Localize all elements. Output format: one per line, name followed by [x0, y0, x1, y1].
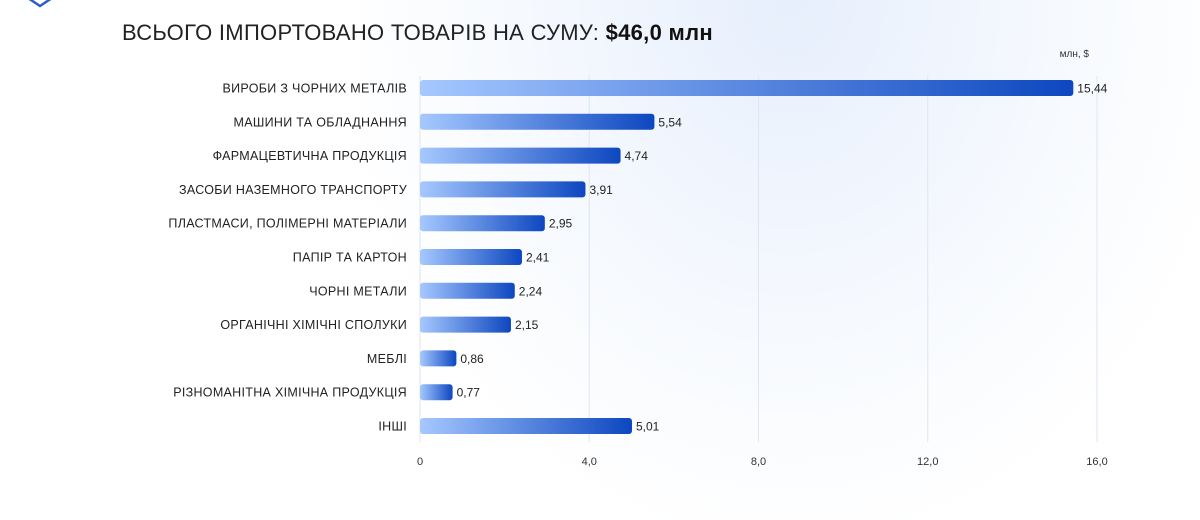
- value-label: 2,24: [519, 284, 543, 298]
- value-label: 4,74: [625, 149, 649, 163]
- category-label: ІНШІ: [378, 420, 407, 434]
- x-tick-label: 8,0: [751, 456, 766, 468]
- value-label: 0,86: [460, 352, 484, 366]
- value-label: 5,54: [658, 115, 682, 129]
- value-label: 15,44: [1077, 82, 1107, 96]
- bar: [420, 350, 457, 367]
- value-label: 2,15: [515, 318, 539, 332]
- unit-label: млн, $: [1059, 49, 1089, 60]
- x-tick-label: 12,0: [917, 456, 938, 468]
- x-tick-label: 0: [417, 456, 423, 468]
- bar: [420, 282, 515, 299]
- bar-chart: 0 4,0 8,0 12,0 16,0 ВИРОБИ З ЧОРНИХ МЕТАЛІВ 15…: [168, 76, 1108, 468]
- bar: [420, 418, 632, 434]
- category-label: ФАРМАЦЕВТИЧНА ПРОДУКЦІЯ: [213, 149, 407, 163]
- bar: [420, 147, 621, 164]
- category-label: ПЛАСТМАСИ, ПОЛІМЕРНІ МАТЕРІАЛИ: [168, 217, 407, 231]
- bar: [420, 113, 655, 130]
- bar: [420, 384, 453, 401]
- x-tick-label: 4,0: [582, 456, 597, 468]
- bar: [420, 215, 545, 232]
- title-prefix: ВСЬОГО ІМПОРТОВАНО ТОВАРІВ НА СУМУ:: [122, 20, 600, 45]
- title-total: $46,0 млн: [605, 20, 713, 45]
- value-label: 2,95: [549, 217, 573, 231]
- value-label: 2,41: [526, 251, 550, 265]
- bar: [420, 249, 522, 265]
- category-label: ПАПІР ТА КАРТОН: [293, 251, 407, 265]
- bar: [420, 80, 1074, 96]
- bar: [420, 316, 511, 333]
- category-label: ЧОРНІ МЕТАЛИ: [309, 284, 407, 298]
- category-label: МЕБЛІ: [367, 352, 407, 366]
- value-label: 5,01: [636, 420, 660, 434]
- category-label: ОРГАНІЧНІ ХІМІЧНІ СПОЛУКИ: [220, 318, 407, 332]
- category-label: МАШИНИ ТА ОБЛАДНАННЯ: [234, 115, 408, 129]
- bar: [420, 181, 586, 198]
- x-tick-label: 16,0: [1086, 456, 1107, 468]
- category-label: РІЗНОМАНІТНА ХІМІЧНА ПРОДУКЦІЯ: [173, 386, 407, 400]
- category-label: ВИРОБИ З ЧОРНИХ МЕТАЛІВ: [223, 82, 408, 96]
- value-label: 0,77: [457, 386, 481, 400]
- category-label: ЗАСОБИ НАЗЕМНОГО ТРАНСПОРТУ: [179, 183, 407, 197]
- chart-title: ВСЬОГО ІМПОРТОВАНО ТОВАРІВ НА СУМУ: $46,…: [122, 20, 713, 46]
- value-label: 3,91: [589, 183, 613, 197]
